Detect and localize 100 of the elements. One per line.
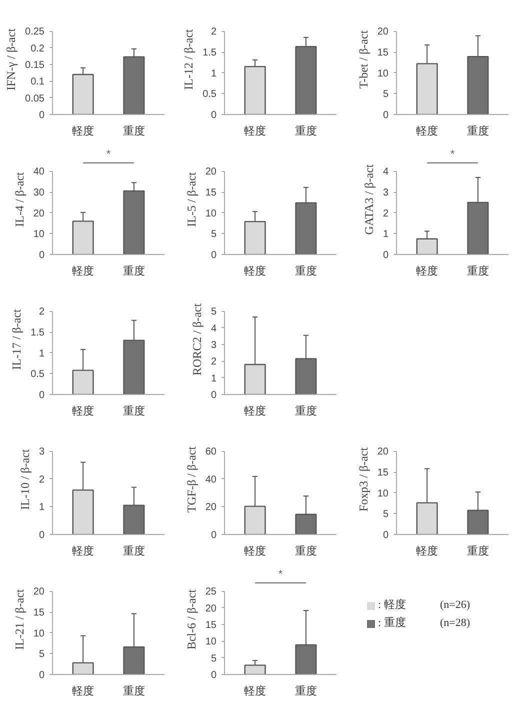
y-tick-label: 5 bbox=[210, 306, 217, 318]
y-axis-title: Foxp3 / β-act bbox=[356, 446, 370, 512]
text: : 軽度 bbox=[378, 598, 407, 614]
text: (n=26) bbox=[440, 598, 470, 614]
y-axis-title: IL-4 / β-act bbox=[12, 171, 26, 227]
y-axis-title: IL-12 / β-act bbox=[182, 28, 196, 90]
y-tick-label: 0 bbox=[382, 110, 389, 121]
y-tick-label: 10 bbox=[33, 229, 45, 240]
y-tick-label: 0.15 bbox=[25, 60, 45, 71]
y-tick-label: 10 bbox=[377, 68, 389, 80]
y-axis-title: IL-17 / β-act bbox=[10, 308, 24, 370]
x-tick-label: 軽度 bbox=[72, 544, 94, 558]
y-tick-label: 0 bbox=[210, 250, 217, 261]
y-tick-label: 20 bbox=[33, 208, 45, 220]
y-tick-label: 10 bbox=[377, 488, 389, 500]
x-tick-label: 重度 bbox=[466, 544, 489, 558]
y-tick-label: 0 bbox=[38, 390, 45, 401]
y-axis-title: IL-10 / β-act bbox=[18, 448, 32, 510]
y-tick-label: 1.5 bbox=[202, 48, 217, 58]
y-tick-label: 20 bbox=[377, 446, 389, 458]
y-tick-label: 1 bbox=[38, 348, 45, 360]
y-axis-title: RORC2 / β-act bbox=[190, 302, 204, 376]
x-tick-label: 重度 bbox=[294, 544, 317, 558]
y-tick-label: 15 bbox=[205, 188, 217, 198]
x-tick-label: 重度 bbox=[294, 404, 317, 418]
y-tick-label: 0 bbox=[210, 670, 217, 681]
x-tick-label: 軽度 bbox=[416, 124, 438, 138]
y-tick-label: 3 bbox=[38, 446, 45, 458]
y-tick-label: 40 bbox=[205, 474, 217, 486]
y-tick-label: 1 bbox=[210, 373, 217, 384]
x-tick-label: 軽度 bbox=[244, 684, 266, 698]
y-tick-label: 20 bbox=[377, 26, 389, 38]
text: * bbox=[278, 568, 284, 580]
y-tick-label: 15 bbox=[377, 468, 389, 478]
x-tick-label: 重度 bbox=[122, 544, 145, 558]
y-tick-label: 2 bbox=[38, 474, 45, 486]
x-tick-label: 重度 bbox=[294, 264, 317, 278]
x-tick-label: 軽度 bbox=[72, 264, 94, 278]
text: * bbox=[450, 148, 456, 160]
y-tick-label: 0.05 bbox=[25, 93, 45, 104]
y-tick-label: 0 bbox=[38, 110, 45, 121]
x-tick-label: 軽度 bbox=[244, 544, 266, 558]
y-tick-label: 20 bbox=[205, 166, 217, 178]
x-tick-label: 軽度 bbox=[416, 264, 438, 278]
y-tick-label: 20 bbox=[33, 586, 45, 598]
y-tick-label: 10 bbox=[205, 636, 217, 648]
y-tick-label: 10 bbox=[33, 628, 45, 640]
text: * bbox=[106, 148, 112, 160]
y-tick-label: 0 bbox=[38, 250, 45, 261]
x-tick-label: 重度 bbox=[294, 124, 317, 138]
y-tick-label: 4 bbox=[382, 166, 389, 178]
x-tick-label: 軽度 bbox=[72, 404, 94, 418]
y-axis-title: GATA3 / β-act bbox=[362, 164, 376, 235]
y-tick-label: 5 bbox=[382, 89, 389, 100]
x-tick-label: 重度 bbox=[122, 404, 145, 418]
y-axis-title: T-bet / β-act bbox=[356, 30, 370, 89]
y-tick-label: 5 bbox=[382, 509, 389, 520]
y-axis-title: IL-21 / β-act bbox=[12, 588, 26, 650]
y-tick-label: 20 bbox=[205, 603, 217, 614]
y-tick-label: 0.5 bbox=[30, 369, 45, 380]
x-tick-label: 重度 bbox=[122, 124, 145, 138]
y-tick-label: 0.1 bbox=[30, 76, 45, 88]
x-tick-label: 軽度 bbox=[72, 684, 94, 698]
x-tick-label: 軽度 bbox=[244, 264, 266, 278]
y-axis-title: IFN-γ / β-act bbox=[4, 28, 18, 91]
y-tick-label: 20 bbox=[205, 502, 217, 514]
y-tick-label: 30 bbox=[33, 188, 45, 198]
y-tick-label: 0.2 bbox=[30, 43, 45, 54]
y-tick-label: 10 bbox=[205, 208, 217, 220]
y-tick-label: 0.25 bbox=[25, 26, 45, 38]
y-tick-label: 0 bbox=[38, 530, 45, 541]
y-axis-title: TGF-β / β-act bbox=[184, 446, 198, 513]
y-tick-label: 60 bbox=[205, 446, 217, 458]
y-tick-label: 40 bbox=[33, 166, 45, 178]
x-tick-label: 重度 bbox=[466, 124, 489, 138]
x-tick-label: 軽度 bbox=[244, 404, 266, 418]
y-tick-label: 15 bbox=[33, 608, 45, 618]
y-tick-label: 2 bbox=[210, 26, 217, 38]
x-tick-label: 重度 bbox=[294, 684, 317, 698]
y-tick-label: 1 bbox=[382, 229, 389, 240]
y-tick-label: 1 bbox=[38, 502, 45, 514]
y-tick-label: 2 bbox=[38, 306, 45, 318]
y-tick-label: 0.5 bbox=[202, 89, 217, 100]
y-tick-label: 1 bbox=[210, 68, 217, 80]
y-tick-label: 3 bbox=[382, 188, 389, 198]
y-tick-label: 2 bbox=[210, 356, 217, 368]
y-tick-label: 0 bbox=[38, 670, 45, 681]
y-tick-label: 5 bbox=[210, 229, 217, 240]
text: (n=28) bbox=[440, 616, 470, 632]
x-tick-label: 重度 bbox=[122, 684, 145, 698]
y-tick-label: 5 bbox=[210, 653, 217, 664]
y-tick-label: 5 bbox=[38, 649, 45, 660]
x-tick-label: 軽度 bbox=[244, 124, 266, 138]
y-tick-label: 15 bbox=[377, 48, 389, 58]
x-tick-label: 軽度 bbox=[72, 124, 94, 138]
y-tick-label: 0 bbox=[210, 530, 217, 541]
y-tick-label: 0 bbox=[210, 110, 217, 121]
x-tick-label: 重度 bbox=[466, 264, 489, 278]
y-tick-label: 1.5 bbox=[30, 328, 45, 338]
y-tick-label: 25 bbox=[205, 586, 217, 598]
